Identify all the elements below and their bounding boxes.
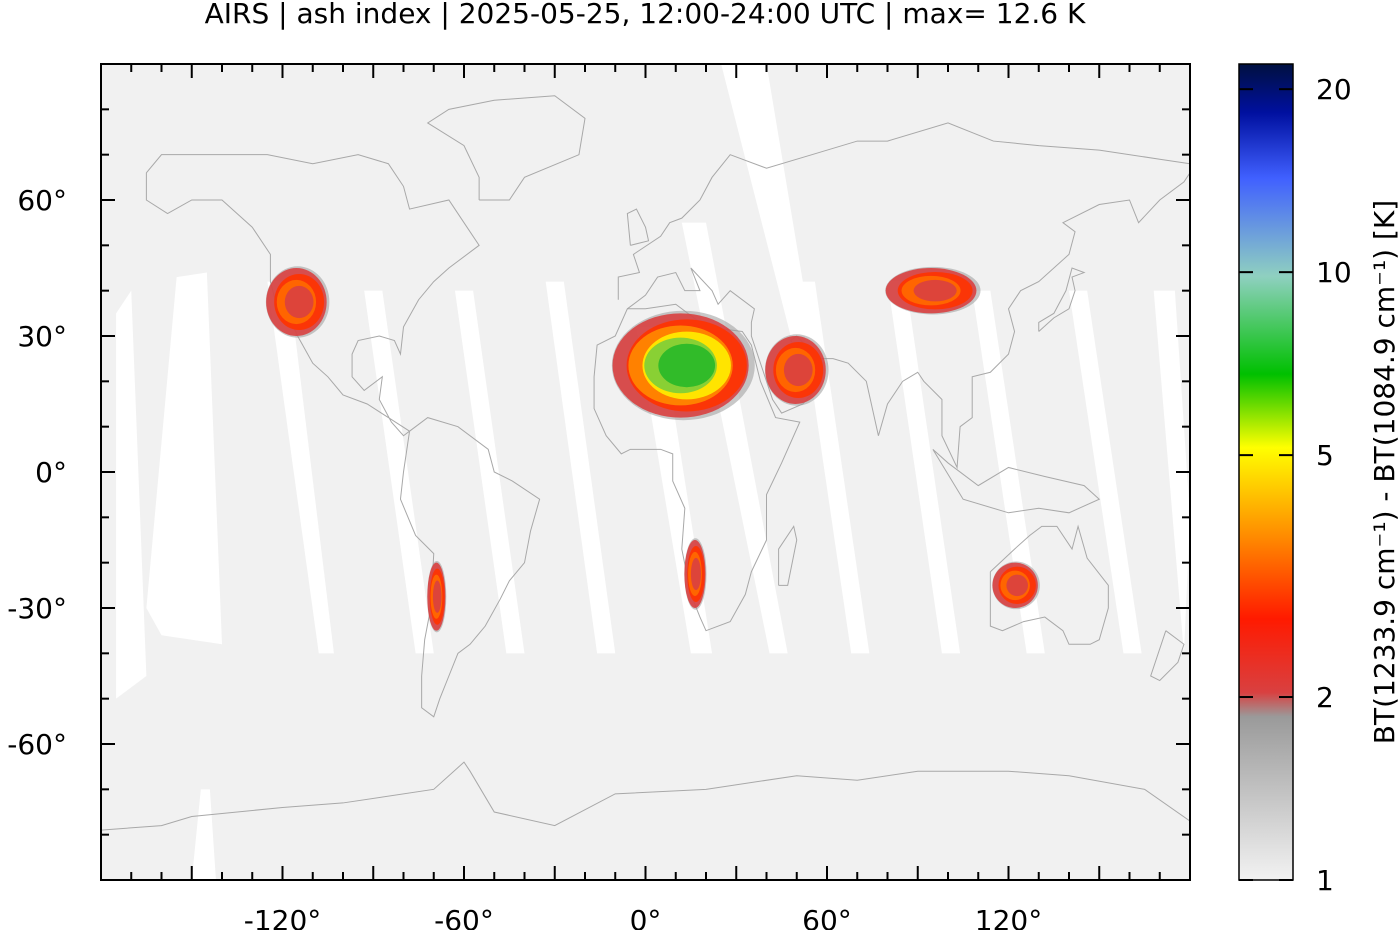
colorbar-tick-label: 20 bbox=[1316, 73, 1352, 106]
hotspot-layer bbox=[432, 580, 442, 613]
hotspot-layer bbox=[783, 353, 813, 387]
coastline bbox=[627, 172, 1190, 470]
coastline bbox=[101, 761, 1190, 831]
hotspot-layer bbox=[284, 285, 314, 319]
ash-index-hotspots bbox=[265, 266, 1040, 633]
y-tick-label: 30° bbox=[17, 320, 67, 353]
colorbar-tick-label: 2 bbox=[1316, 681, 1334, 714]
hotspot-layer bbox=[913, 279, 957, 302]
chart-title: AIRS | ash index | 2025-05-25, 12:00-24:… bbox=[204, 0, 1086, 30]
coastline bbox=[593, 303, 801, 632]
hotspot-western-australia bbox=[992, 561, 1040, 610]
coastline bbox=[1150, 630, 1185, 682]
hotspot-layer bbox=[690, 557, 701, 591]
orbit-gap bbox=[972, 290, 1045, 654]
x-tick-label: -60° bbox=[434, 904, 494, 930]
hotspot-central-asia-taklamakan bbox=[885, 266, 981, 315]
x-tick-label: 0° bbox=[630, 904, 662, 930]
hotspot-arabian-peninsula bbox=[764, 334, 829, 406]
y-tick-label: -30° bbox=[7, 592, 67, 625]
colorbar-tick-label: 1 bbox=[1316, 864, 1334, 897]
coastline bbox=[778, 525, 798, 586]
axis-ticks bbox=[101, 64, 1190, 880]
coastline bbox=[399, 417, 541, 718]
hotspot-layer bbox=[658, 343, 716, 388]
orbit-gap bbox=[267, 281, 334, 654]
orbit-gap bbox=[191, 789, 216, 880]
colorbar-tick-label: 5 bbox=[1316, 439, 1334, 472]
coastline bbox=[989, 524, 1109, 645]
orbit-gap bbox=[545, 281, 616, 654]
x-tick-label: -120° bbox=[244, 904, 322, 930]
x-tick-label: 60° bbox=[802, 904, 852, 930]
hotspot-sahara bbox=[611, 310, 755, 421]
y-tick-label: 60° bbox=[17, 184, 67, 217]
y-tick-label: 0° bbox=[35, 456, 67, 489]
colorbar bbox=[1238, 63, 1294, 881]
orbit-gap bbox=[1069, 290, 1142, 654]
orbit-gap bbox=[146, 272, 222, 645]
coastline bbox=[1038, 267, 1086, 332]
hotspot-andes-atacama bbox=[427, 560, 447, 633]
coastline bbox=[626, 208, 650, 246]
hotspot-layer bbox=[1006, 574, 1028, 597]
orbit-gap bbox=[1153, 290, 1190, 654]
orbit-gap bbox=[887, 281, 961, 654]
orbit-gap bbox=[454, 290, 525, 654]
x-tick-label: 120° bbox=[975, 904, 1042, 930]
coastline bbox=[426, 95, 586, 201]
coastline bbox=[932, 448, 1101, 514]
hotspot-namibia bbox=[684, 538, 707, 610]
coastline bbox=[617, 122, 1190, 300]
orbit-gap bbox=[721, 64, 812, 336]
hotspot-southwest-usa bbox=[265, 266, 330, 338]
colorbar-label: BT(1233.9 cm⁻¹) - BT(1084.9 cm⁻¹) [K] bbox=[1368, 200, 1400, 744]
orbit-gap bbox=[116, 290, 147, 699]
y-tick-label: -60° bbox=[7, 728, 67, 761]
colorbar-tick-label: 10 bbox=[1316, 256, 1352, 289]
